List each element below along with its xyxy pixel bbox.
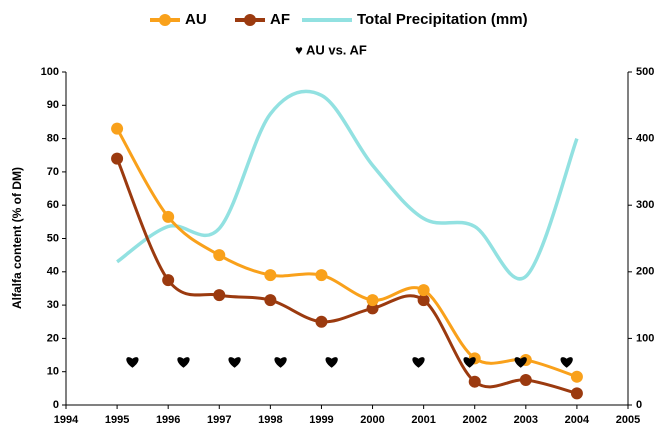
data-point: [213, 249, 226, 262]
y-tick-label: 20: [47, 332, 59, 344]
x-tick-label: 2000: [360, 414, 384, 426]
data-point: [264, 269, 277, 282]
heart-marker: [126, 357, 139, 368]
y-tick-label: 60: [47, 199, 59, 211]
y-tick-label: 40: [47, 266, 59, 278]
heart-marker: [325, 357, 338, 368]
legend-marker: [244, 14, 256, 26]
y2-tick-label: 0: [636, 399, 642, 411]
data-point: [417, 284, 430, 297]
legend-label: ♥ AU vs. AF: [295, 42, 367, 57]
data-point: [162, 274, 175, 287]
y-tick-label: 30: [47, 299, 59, 311]
x-tick-label: 2004: [565, 414, 590, 426]
data-point: [468, 375, 481, 388]
series-line: [115, 157, 578, 395]
x-tick-label: 2002: [462, 414, 486, 426]
x-tick-label: 2003: [514, 414, 538, 426]
data-point: [111, 152, 124, 165]
y-tick-label: 90: [47, 99, 59, 111]
data-point: [366, 294, 379, 307]
y-axis-title: Alfalfa content (% of DM): [10, 167, 24, 309]
x-tick-label: 1996: [156, 414, 180, 426]
y-tick-label: 10: [47, 366, 59, 378]
x-tick-label: 1995: [105, 414, 129, 426]
heart-marker: [228, 357, 241, 368]
y2-tick-label: 300: [636, 199, 654, 211]
x-tick-label: 2005: [616, 414, 640, 426]
data-point: [570, 387, 583, 400]
legend-label: AU: [185, 11, 207, 28]
y-tick-label: 70: [47, 166, 59, 178]
data-point: [417, 294, 430, 307]
heart-marker: [560, 357, 573, 368]
heart-marker: [514, 357, 527, 368]
data-point: [315, 315, 328, 328]
y2-tick-label: 200: [636, 266, 654, 278]
heart-marker: [463, 357, 476, 368]
x-tick-label: 1998: [258, 414, 282, 426]
legend-label: Total Precipitation (mm): [357, 11, 528, 28]
series-line: [115, 127, 578, 379]
y2-tick-label: 500: [636, 66, 654, 78]
x-tick-label: 1997: [207, 414, 231, 426]
x-tick-label: 1994: [54, 414, 79, 426]
data-point: [162, 210, 175, 223]
data-point: [519, 374, 532, 387]
heart-marker: [274, 357, 287, 368]
x-tick-label: 2001: [411, 414, 435, 426]
data-point: [570, 370, 583, 383]
data-point: [264, 294, 277, 307]
x-tick-label: 1999: [309, 414, 333, 426]
data-point: [315, 269, 328, 282]
data-point: [366, 302, 379, 315]
y2-tick-label: 400: [636, 133, 654, 145]
y2-tick-label: 100: [636, 332, 654, 344]
data-point: [111, 122, 124, 135]
y-tick-label: 80: [47, 133, 59, 145]
y-tick-label: 0: [53, 399, 59, 411]
heart-marker: [412, 357, 425, 368]
series-line: [116, 89, 579, 281]
legend-marker: [159, 14, 171, 26]
y-tick-label: 100: [41, 66, 59, 78]
y-tick-label: 50: [47, 232, 59, 244]
heart-marker: [177, 357, 190, 368]
legend-label: AF: [270, 11, 290, 28]
data-point: [213, 289, 226, 302]
